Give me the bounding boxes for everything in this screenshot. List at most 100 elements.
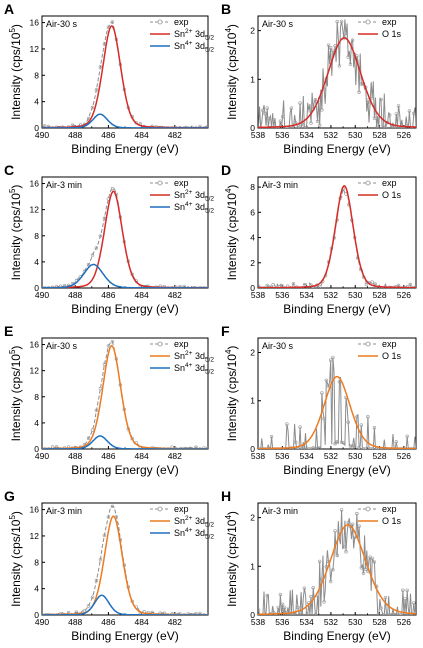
x-axis-label: Binding Energy (eV): [283, 302, 390, 316]
exp-point: [274, 286, 278, 288]
exp-point: [261, 447, 265, 449]
x-axis-label: Binding Energy (eV): [71, 302, 178, 316]
exp-point: [359, 423, 363, 427]
exp-point: [331, 48, 335, 53]
legend-label: Sn2+ 3d5/2: [174, 515, 214, 529]
exp-point: [296, 126, 300, 128]
legend-label: Sn4+ 3d5/2: [174, 40, 214, 54]
exp-point: [276, 605, 280, 610]
exp-point: [291, 282, 296, 286]
y-tick-label: 1: [250, 396, 255, 406]
y-tick-label: 0: [250, 444, 255, 454]
y-tick-label: 1: [250, 74, 255, 84]
exp-point: [259, 286, 264, 288]
y-tick-label: 12: [30, 531, 40, 541]
plot-area: [258, 19, 416, 128]
exp-point: [307, 108, 311, 113]
exp-point: [372, 560, 377, 564]
x-tick-label: 490: [35, 130, 49, 140]
x-tick-label: 482: [168, 290, 182, 300]
y-tick-label: 0: [250, 610, 255, 620]
exp-point: [302, 447, 307, 449]
x-tick-label: 538: [251, 451, 265, 461]
exp-point: [401, 447, 405, 449]
x-tick-label: 532: [324, 290, 338, 300]
series-blue-line: [42, 263, 208, 288]
exp-point: [267, 447, 272, 449]
y-tick-label: 0: [250, 123, 255, 133]
x-tick-label: 528: [372, 130, 386, 140]
exp-point: [318, 446, 322, 449]
exp-point: [46, 286, 51, 288]
x-tick-label: 526: [397, 617, 411, 627]
exp-point: [331, 568, 335, 572]
y-tick-label: 16: [30, 505, 40, 515]
legend-marker: [157, 180, 163, 186]
legend-marker: [365, 19, 371, 25]
exp-point: [333, 529, 337, 533]
legend-marker: [365, 180, 371, 186]
exp-point: [288, 286, 293, 288]
exp-point: [394, 440, 398, 444]
plot-area: [42, 504, 208, 615]
legend-label: Sn2+ 3d5/2: [174, 28, 214, 42]
x-tick-label: 486: [101, 451, 115, 461]
exp-point: [402, 286, 406, 288]
x-tick-label: 482: [168, 451, 182, 461]
exp-point: [90, 105, 95, 110]
exp-point: [300, 447, 304, 449]
exp-point: [414, 609, 416, 614]
exp-point: [370, 96, 374, 101]
exp-point: [388, 113, 392, 117]
exp-point: [267, 116, 272, 121]
exp-point: [383, 125, 388, 128]
exp-point: [379, 97, 383, 102]
y-tick-label: 12: [30, 205, 40, 215]
exp-point: [98, 234, 103, 238]
x-tick-label: 490: [35, 451, 49, 461]
exp-point: [350, 444, 355, 448]
exp-point: [405, 588, 409, 592]
exp-point: [339, 508, 344, 512]
exp-point: [318, 123, 322, 128]
inset-label: Air-3 min: [46, 180, 82, 190]
exp-point: [337, 64, 342, 68]
panel-letter: G: [4, 488, 15, 504]
series-orange-line: [258, 375, 416, 449]
exp-point: [337, 380, 342, 384]
exp-point: [202, 286, 206, 288]
exp-point: [379, 606, 383, 610]
exp-point: [412, 601, 416, 605]
legend-label: Sn2+ 3d5/2: [174, 189, 214, 203]
exp-point: [94, 246, 99, 250]
exp-point: [322, 600, 326, 604]
exp-point: [289, 613, 293, 615]
exp-point: [411, 286, 415, 288]
series-blue-line: [42, 594, 208, 615]
x-tick-label: 530: [348, 451, 362, 461]
exp-point: [407, 109, 412, 113]
exp-point: [198, 447, 202, 449]
exp-point: [315, 446, 320, 449]
exp-point: [162, 447, 166, 449]
y-tick-label: 8: [250, 182, 255, 192]
x-tick-label: 488: [68, 617, 82, 627]
y-tick-label: 0: [34, 610, 39, 620]
exp-point: [318, 285, 322, 288]
exp-point: [304, 125, 309, 128]
exp-point: [280, 115, 285, 119]
plot-frame: [257, 337, 417, 450]
exp-point: [298, 101, 302, 105]
exp-point: [263, 111, 267, 116]
panel-b: B 538 536 534 532 530 528 526 0 1 2 Binding Energy …: [221, 1, 417, 156]
exp-point: [366, 415, 370, 419]
exp-point: [106, 344, 111, 348]
exp-point: [405, 434, 409, 438]
series-red-line: [258, 37, 416, 128]
exp-point: [364, 447, 368, 449]
y-tick-label: 12: [30, 44, 40, 54]
y-tick-label: 8: [34, 70, 39, 80]
y-tick-label: 0: [250, 283, 255, 293]
y-tick-label: 1: [250, 561, 255, 571]
